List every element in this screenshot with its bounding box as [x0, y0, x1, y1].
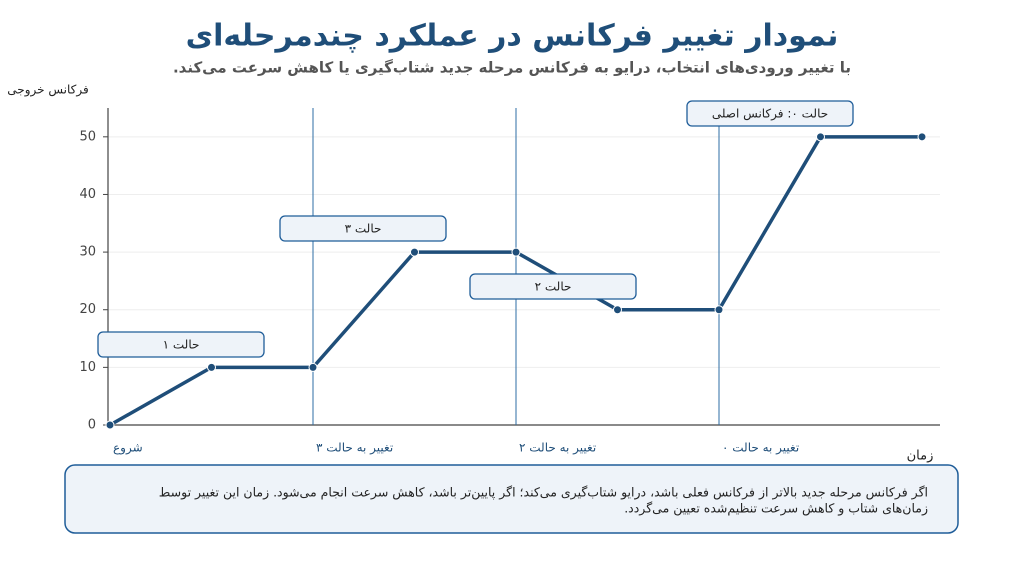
annotation: حالت ۱ [163, 338, 200, 352]
x-tick-label: تغییر به حالت ۲ [519, 441, 596, 456]
chart-subtitle: با تغییر ورودی‌های انتخاب، درایو به فرکا… [173, 59, 851, 77]
x-tick-label: تغییر به حالت ۰ [722, 441, 799, 456]
point [613, 305, 622, 315]
point [511, 247, 521, 257]
y-tick-label: 40 [79, 187, 96, 202]
x-axis-label: زمان [907, 449, 934, 464]
annotation: حالت ۳ [345, 222, 382, 236]
point [917, 132, 927, 142]
annotation-box [686, 100, 854, 127]
y-tick-label: 10 [79, 360, 96, 375]
point [714, 305, 724, 315]
x-tick-label: تغییر به حالت ۳ [316, 441, 393, 456]
note-line: اگر فرکانس مرحله جدید بالاتر از فرکانس ف… [159, 485, 928, 501]
x-tick-label: شروع [113, 441, 143, 456]
point [207, 362, 216, 372]
y-tick-label: 20 [79, 302, 96, 317]
note-box [64, 464, 959, 534]
point [816, 132, 825, 142]
y-axis-label: فرکانس خروجی [7, 83, 88, 98]
point [410, 247, 419, 257]
point [308, 362, 318, 372]
y-tick-label: 0 [88, 418, 96, 433]
annotation: حالت ۰: فرکانس اصلی [712, 107, 828, 122]
annotation-box [279, 215, 447, 242]
chart-title: نمودار تغییر فرکانس در عملکرد چندمرحله‌ا… [186, 19, 839, 54]
note-line: زمان‌های شتاب و کاهش سرعت تنظیم‌شده تعیی… [624, 501, 928, 517]
y-tick-label: 30 [79, 245, 96, 260]
y-tick-label: 50 [79, 129, 96, 144]
annotation-box [469, 273, 637, 300]
point [105, 420, 115, 430]
annotation-box [97, 331, 265, 358]
annotation: حالت ۲ [535, 280, 572, 294]
